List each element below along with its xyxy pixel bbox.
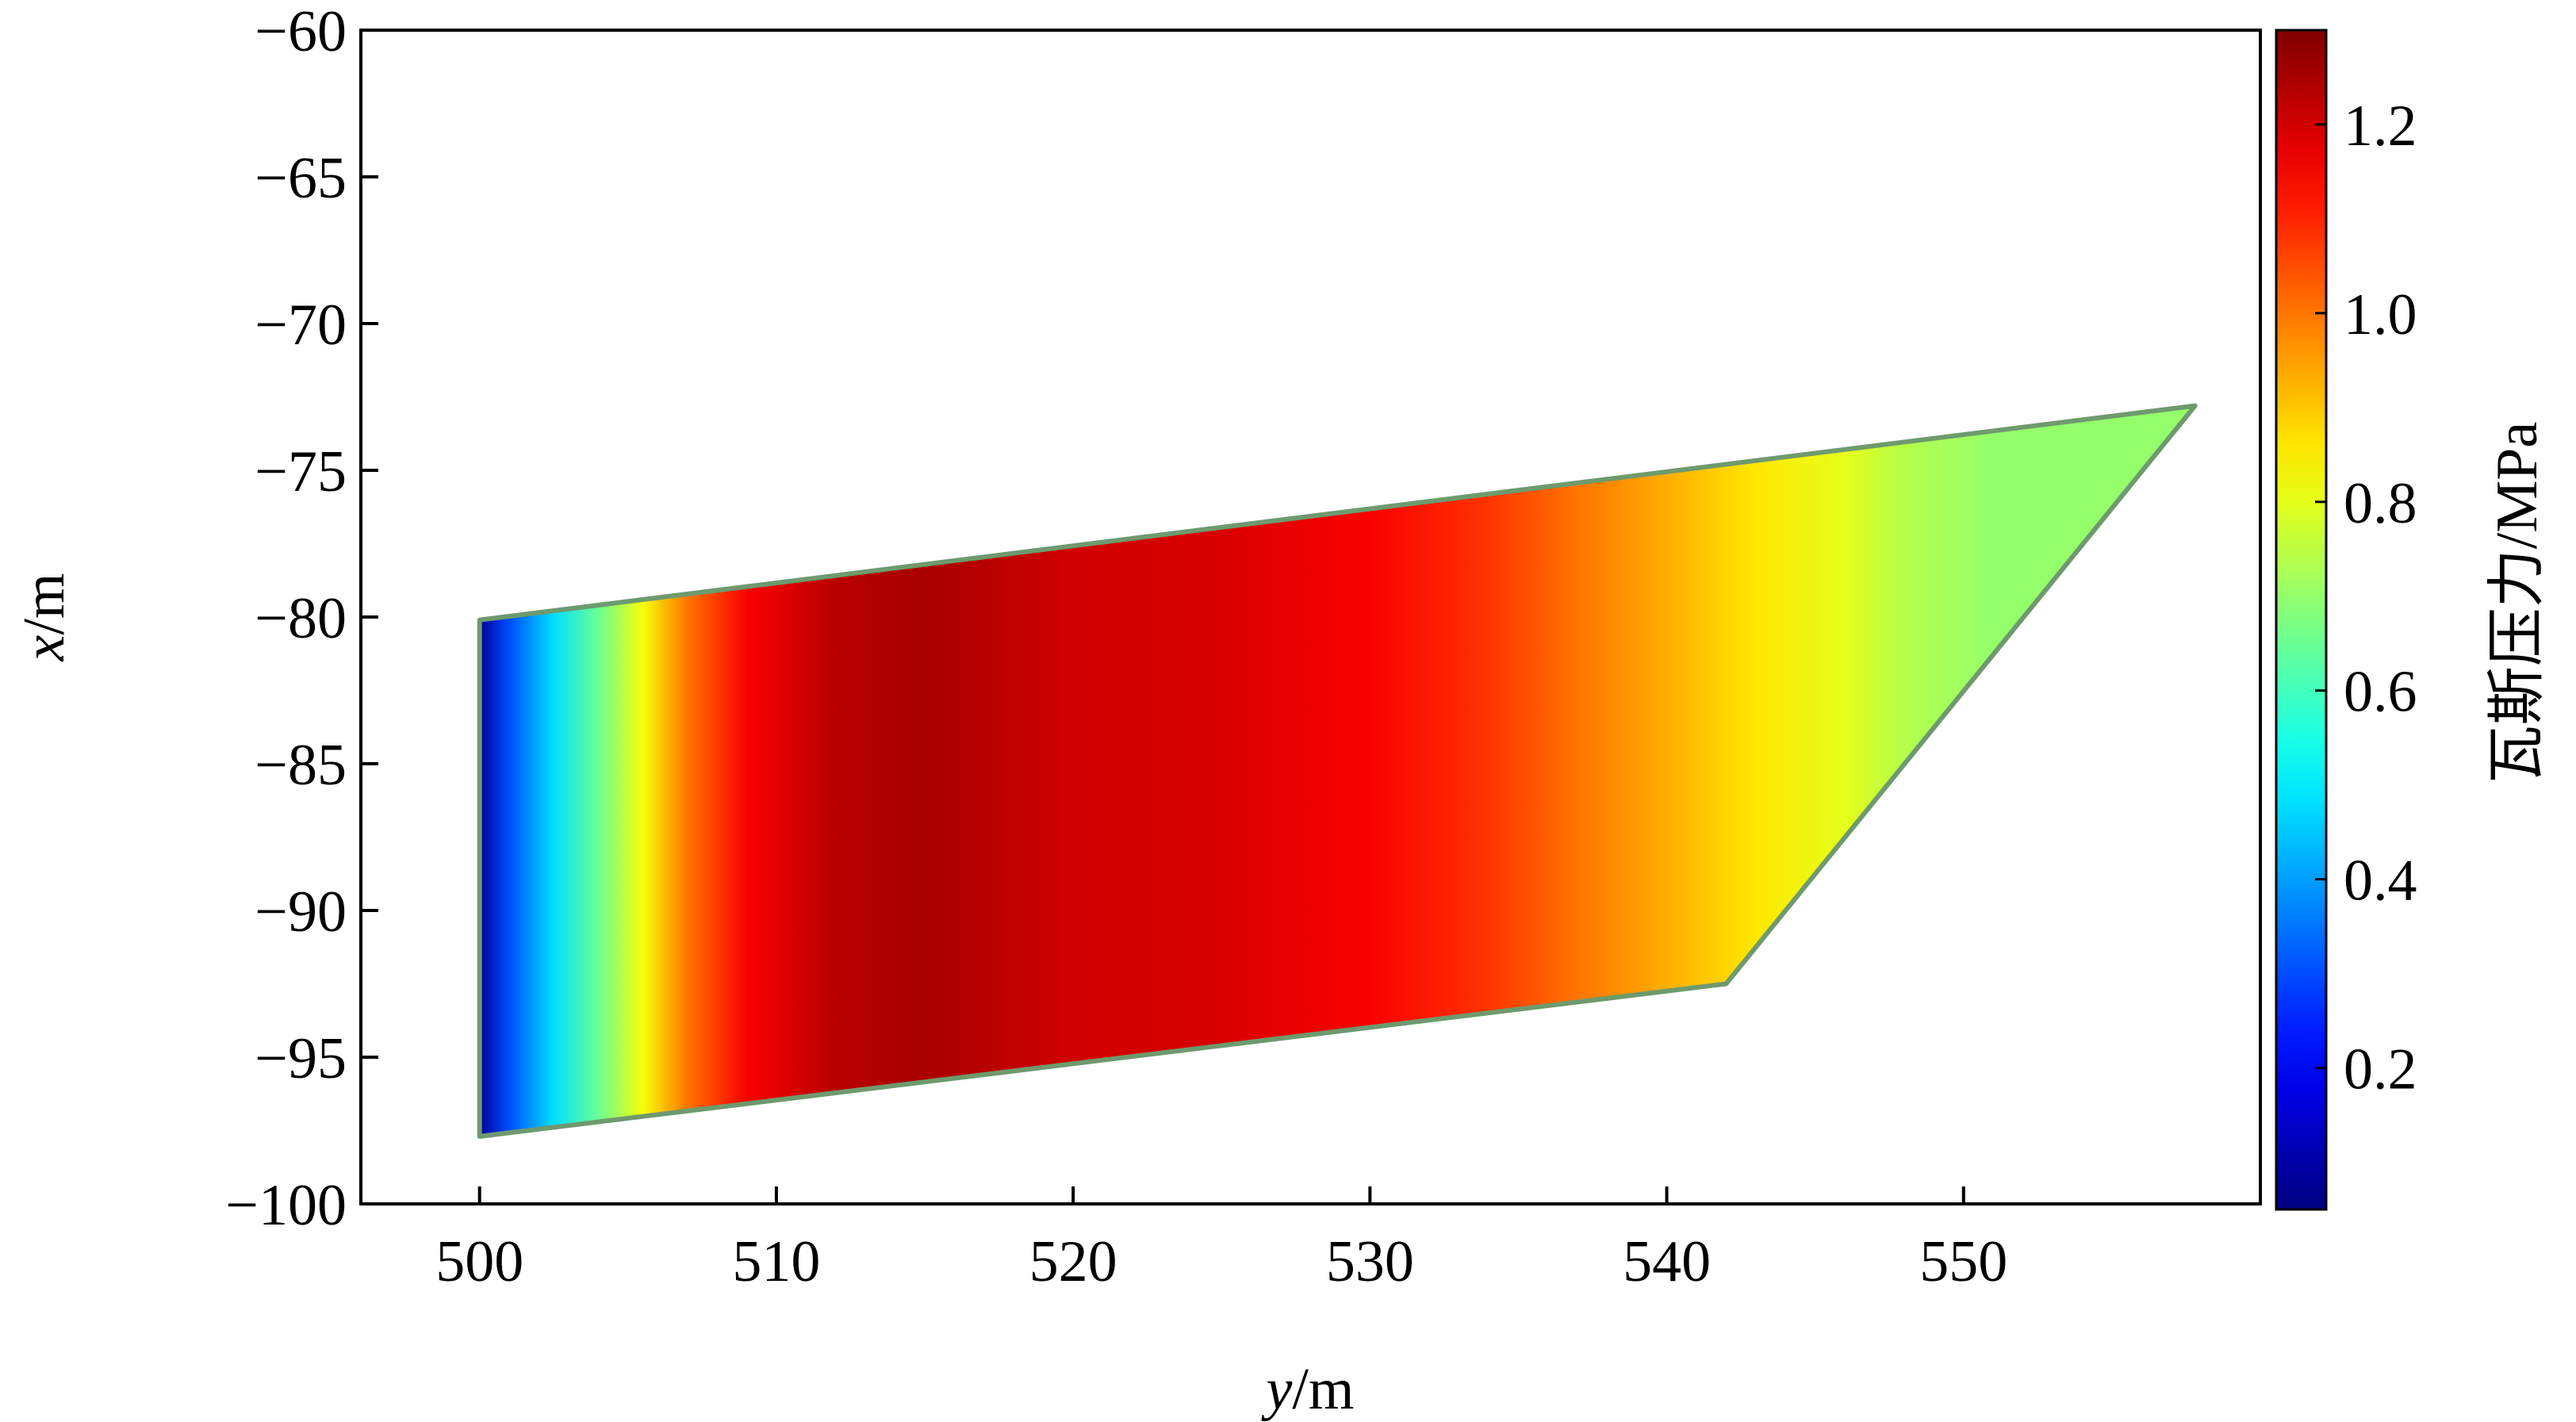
y-tick-label: −65 <box>255 146 347 211</box>
y-tick-label: −95 <box>255 1026 347 1091</box>
y-tick-label: −75 <box>255 439 347 504</box>
x-axis-unit: /m <box>1292 1357 1354 1422</box>
colorbar-tick-label: 1.2 <box>2344 94 2417 159</box>
colorbar-tick-label: 0.6 <box>2344 660 2417 725</box>
x-tick-label: 550 <box>1919 1229 2007 1294</box>
colorbar-ticks: 0.2 0.4 0.6 0.8 1.0 1.2 <box>2315 94 2417 1102</box>
y-tick-label: −100 <box>225 1173 347 1238</box>
colorbar <box>2275 29 2328 1211</box>
x-tick-label: 510 <box>732 1229 820 1294</box>
y-tick-label: −70 <box>255 293 347 358</box>
pressure-field-region <box>477 403 2198 1139</box>
y-axis-var: x <box>12 634 77 661</box>
y-axis-title: x/m <box>12 573 77 662</box>
y-tick-label: −80 <box>255 586 347 651</box>
colorbar-tick-label: 0.8 <box>2344 471 2417 536</box>
x-tick-label: 520 <box>1029 1229 1117 1294</box>
x-axis-var: y <box>1261 1357 1293 1422</box>
colorbar-tick-label: 0.2 <box>2344 1037 2417 1102</box>
y-axis: −60 −65 −70 −75 −80 −85 −90 −95 −100 <box>225 0 378 1238</box>
colorbar-title: 瓦斯压力/MPa <box>2485 422 2550 784</box>
colorbar-tick-label: 0.4 <box>2344 849 2417 914</box>
y-axis-unit: /m <box>12 573 77 635</box>
x-axis: 500 510 520 530 540 550 <box>435 1186 2007 1294</box>
y-tick-label: −60 <box>255 0 347 64</box>
x-tick-label: 530 <box>1326 1229 1414 1294</box>
x-tick-label: 500 <box>435 1229 523 1294</box>
x-tick-label: 540 <box>1623 1229 1711 1294</box>
y-tick-label: −85 <box>255 733 347 798</box>
y-tick-label: −90 <box>255 880 347 945</box>
x-axis-title: y/m <box>1261 1357 1355 1422</box>
colorbar-tick-label: 1.0 <box>2344 282 2417 347</box>
